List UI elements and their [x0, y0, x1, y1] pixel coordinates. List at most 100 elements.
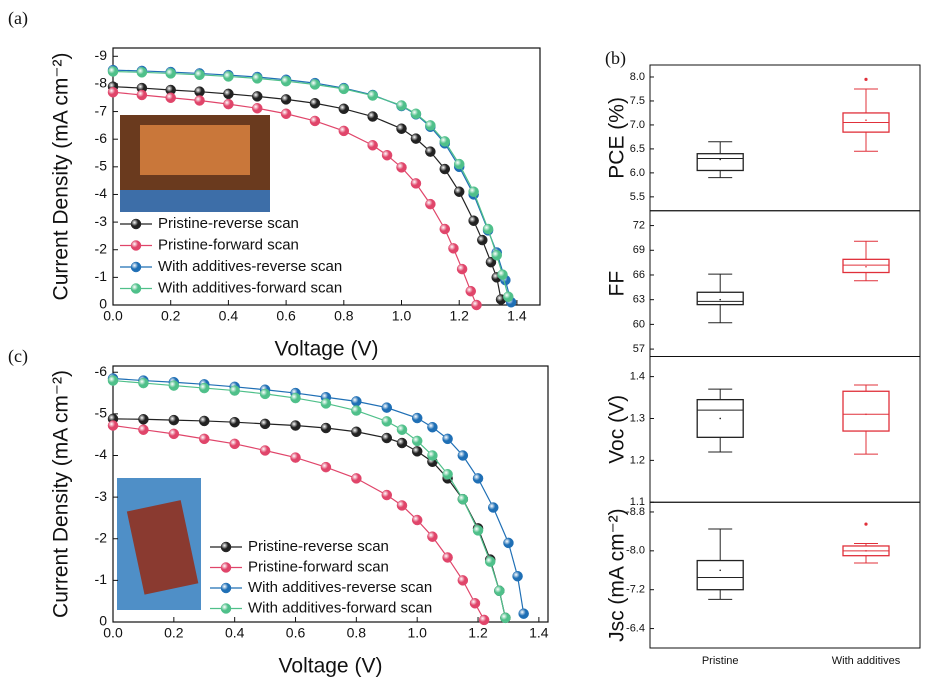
data-point [396, 424, 408, 435]
y-tick-label: 7.0 [630, 119, 645, 131]
data-point [469, 598, 481, 609]
x-tick-label: 0.6 [286, 625, 306, 641]
data-point [427, 450, 438, 461]
y-tick-label: -8.8 [626, 506, 645, 518]
data-point [457, 450, 469, 461]
data-point [465, 285, 477, 297]
data-point [442, 552, 453, 563]
panel-frame [649, 64, 921, 212]
data-point [320, 398, 332, 409]
mean [719, 569, 721, 572]
legend-label: With additives-forward scan [248, 599, 432, 616]
data-point [396, 500, 408, 511]
data-point [229, 416, 240, 428]
data-point [482, 223, 494, 235]
data-point [456, 263, 468, 275]
mean [865, 265, 867, 268]
x-tick-label: 1.4 [507, 308, 527, 324]
y-tick-label: -8 [95, 75, 108, 91]
y-axis-label: Current Density (mA cm⁻²) [50, 53, 73, 301]
y-tick-label: 8.0 [630, 71, 645, 83]
y-tick-label: 0 [99, 296, 107, 312]
outlier [864, 522, 868, 526]
legend-marker [130, 283, 142, 294]
data-point [168, 380, 180, 391]
x-tick-label: 1.0 [392, 308, 412, 324]
data-point [199, 433, 210, 445]
mean [865, 413, 867, 416]
inset-photo-device [140, 125, 250, 175]
data-point [427, 421, 438, 433]
y-tick-label: -6 [95, 130, 108, 146]
data-point [503, 537, 514, 549]
legend-marker [130, 261, 142, 273]
x-tick-label: 1.4 [529, 625, 549, 641]
data-point [338, 83, 350, 95]
data-point [410, 178, 422, 189]
data-point [320, 422, 332, 434]
data-point [411, 435, 423, 447]
y-tick-label: 0 [99, 613, 107, 629]
x-tick-label: 0.4 [219, 308, 239, 324]
data-point [309, 115, 321, 127]
data-point [471, 299, 482, 311]
data-point [518, 608, 529, 619]
data-point [199, 415, 210, 427]
data-point [439, 223, 451, 235]
data-point [367, 140, 378, 151]
data-point [223, 88, 234, 100]
data-point [457, 493, 469, 505]
y-tick-label: -1 [95, 571, 108, 587]
data-point [411, 412, 423, 424]
panel-label: (a) [8, 8, 28, 29]
data-point [136, 89, 148, 101]
data-point [427, 531, 438, 542]
box [696, 398, 744, 438]
data-point [500, 612, 511, 624]
legend-label: With additives-reverse scan [248, 579, 432, 596]
data-point [512, 570, 523, 582]
data-point [165, 92, 176, 103]
data-point [439, 136, 451, 147]
x-tick-label: 0.2 [164, 625, 184, 641]
data-point [280, 75, 292, 87]
data-point [309, 98, 321, 109]
mean [865, 550, 867, 552]
y-tick-label: 57 [633, 343, 645, 355]
legend-label: Pristine-reverse scan [248, 538, 389, 555]
y-tick-label: 6.0 [630, 167, 645, 179]
legend-label: Pristine-forward scan [248, 558, 389, 575]
data-point [290, 452, 301, 463]
data-point [136, 67, 148, 78]
y-tick-label: 1.3 [630, 412, 645, 424]
legend-label: With additives-forward scan [158, 279, 342, 296]
y-tick-label: -4 [95, 185, 108, 201]
data-point [194, 95, 205, 106]
y-tick-label: 1.4 [630, 371, 645, 383]
y-tick-label: 7.5 [630, 95, 645, 107]
data-point [229, 385, 240, 396]
y-tick-label: 60 [633, 318, 645, 330]
data-point [478, 614, 490, 626]
y-tick-label: 69 [633, 244, 645, 256]
data-point [484, 556, 496, 567]
data-point [485, 256, 497, 268]
x-tick-label: 0.4 [225, 625, 245, 641]
data-point [448, 243, 459, 254]
data-point [396, 437, 408, 449]
y-tick-label: -3 [95, 488, 108, 504]
panel-frame [649, 501, 921, 649]
data-point [223, 98, 234, 110]
y-tick-label: -2 [95, 240, 108, 256]
data-point [487, 502, 499, 513]
data-point [425, 146, 436, 157]
legend-marker [220, 562, 232, 573]
data-point [138, 377, 149, 389]
y-tick-label: -4 [95, 446, 108, 462]
data-point [351, 396, 362, 407]
x-tick-label: 0.0 [103, 308, 123, 324]
data-point [367, 90, 378, 101]
x-axis-label: Voltage (V) [279, 655, 383, 678]
inset-photo-glove [120, 190, 270, 212]
data-point [252, 73, 263, 84]
